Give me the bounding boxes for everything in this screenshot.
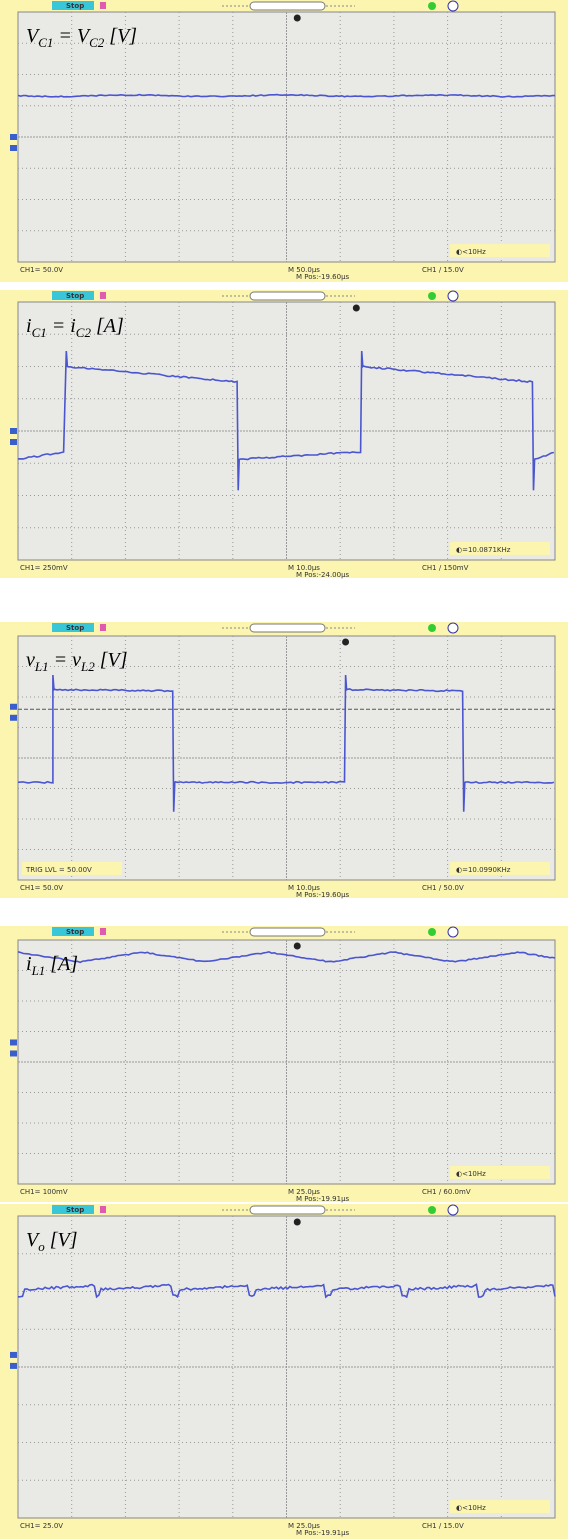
probe-icon <box>100 292 106 299</box>
trigger-setting: CH1 / 15.0V <box>422 1522 464 1530</box>
probe-icon <box>100 2 106 9</box>
trigger-marker <box>294 1219 301 1226</box>
waveform-label: Vo [V] <box>26 1229 78 1254</box>
frequency: ◐<10Hz <box>456 1170 486 1178</box>
status: Stop <box>66 292 84 300</box>
run-indicator <box>428 292 436 300</box>
scope-panel: StopiC1 = iC2 [A]◐=10.0871KHzCH1= 250mVM… <box>0 290 568 579</box>
ground-marker <box>10 1050 17 1056</box>
scope-panel: StopVo [V]◐<10HzCH1= 25.0VM 25.0μsM Pos:… <box>0 1204 568 1539</box>
channel-marker <box>10 428 17 434</box>
ground-marker <box>10 439 17 445</box>
label-text: v <box>26 649 35 671</box>
channel-marker <box>10 1352 17 1358</box>
scope-panel: StopVC1 = VC2 [V]◐<10HzCH1= 50.0VM 50.0μ… <box>0 0 568 282</box>
trigger-window <box>250 1206 325 1214</box>
ground-marker <box>10 715 17 721</box>
label-text: = v <box>49 649 81 671</box>
label-text: [V] <box>95 649 128 671</box>
trigger-setting: CH1 / 15.0V <box>422 266 464 274</box>
position: M Pos:-19.91μs <box>296 1195 350 1203</box>
frequency: ◐=10.0871KHz <box>456 546 511 554</box>
status: Stop <box>66 928 84 936</box>
label-text: = V <box>53 25 91 47</box>
trigger-marker <box>353 305 360 312</box>
label-subscript: C2 <box>76 325 92 340</box>
usb-icon <box>448 1 458 11</box>
label-text: [A] <box>45 953 78 975</box>
trigger-window <box>250 928 325 936</box>
trigger-setting: CH1 / 60.0mV <box>422 1188 471 1196</box>
frequency: ◐<10Hz <box>456 1504 486 1512</box>
ground-marker <box>10 145 17 151</box>
ch1-scale: CH1= 100mV <box>20 1188 68 1196</box>
probe-icon <box>100 928 106 935</box>
label-subscript: L1 <box>31 963 46 978</box>
ch1-scale: CH1= 250mV <box>20 564 68 572</box>
trigger-marker <box>294 943 301 950</box>
run-indicator <box>428 928 436 936</box>
run-indicator <box>428 1206 436 1214</box>
oscilloscope-captures: StopVC1 = VC2 [V]◐<10HzCH1= 50.0VM 50.0μ… <box>0 0 568 1539</box>
trigger-setting: CH1 / 50.0V <box>422 884 464 892</box>
status: Stop <box>66 2 84 10</box>
label-subscript: C2 <box>89 35 105 50</box>
position: M Pos:-19.91μs <box>296 1529 350 1537</box>
label-text: [V] <box>45 1229 78 1251</box>
channel-marker <box>10 1039 17 1045</box>
trigger-setting: CH1 / 150mV <box>422 564 469 572</box>
usb-icon <box>448 291 458 301</box>
usb-icon <box>448 927 458 937</box>
label-subscript: L1 <box>34 659 49 674</box>
label-text: [A] <box>91 315 124 337</box>
scope-panel: Stop vL1 = vL2 [V] ◐=10.0990KHz TRIG LVL = … <box>0 622 568 899</box>
trigger-marker <box>342 639 349 646</box>
ch1-scale: CH1= 25.0V <box>20 1522 63 1530</box>
ch1-scale: CH1= 50.0V <box>20 266 63 274</box>
status: Stop <box>66 624 84 632</box>
run-indicator <box>428 624 436 632</box>
position: M Pos:-19.60μs <box>296 273 350 281</box>
scope-panel: StopiL1 [A]◐<10HzCH1= 100mVM 25.0μsM Pos… <box>0 926 568 1203</box>
frequency: ◐<10Hz <box>456 248 486 256</box>
position: M Pos:-24.00μs <box>296 571 350 579</box>
trigger-window <box>250 624 325 632</box>
ch1-scale: CH1= 50.0V <box>20 884 63 892</box>
trigger-window <box>250 292 325 300</box>
trigger-window <box>250 2 325 10</box>
usb-icon <box>448 623 458 633</box>
frequency: ◐=10.0990KHz <box>456 866 511 874</box>
trig-level: TRIG LVL = 50.00V <box>25 866 92 874</box>
label-text: = i <box>47 315 76 337</box>
probe-icon <box>100 1206 106 1213</box>
status: Stop <box>66 1206 84 1214</box>
run-indicator <box>428 2 436 10</box>
trigger-marker <box>294 15 301 22</box>
label-subscript: C1 <box>38 35 53 50</box>
label-text: [V] <box>104 25 137 47</box>
probe-icon <box>100 624 106 631</box>
usb-icon <box>448 1205 458 1215</box>
position: M Pos:-19.60μs <box>296 891 350 899</box>
channel-marker <box>10 704 17 710</box>
label-subscript: L2 <box>80 659 95 674</box>
ground-marker <box>10 1363 17 1369</box>
label-subscript: C1 <box>32 325 47 340</box>
channel-marker <box>10 134 17 140</box>
